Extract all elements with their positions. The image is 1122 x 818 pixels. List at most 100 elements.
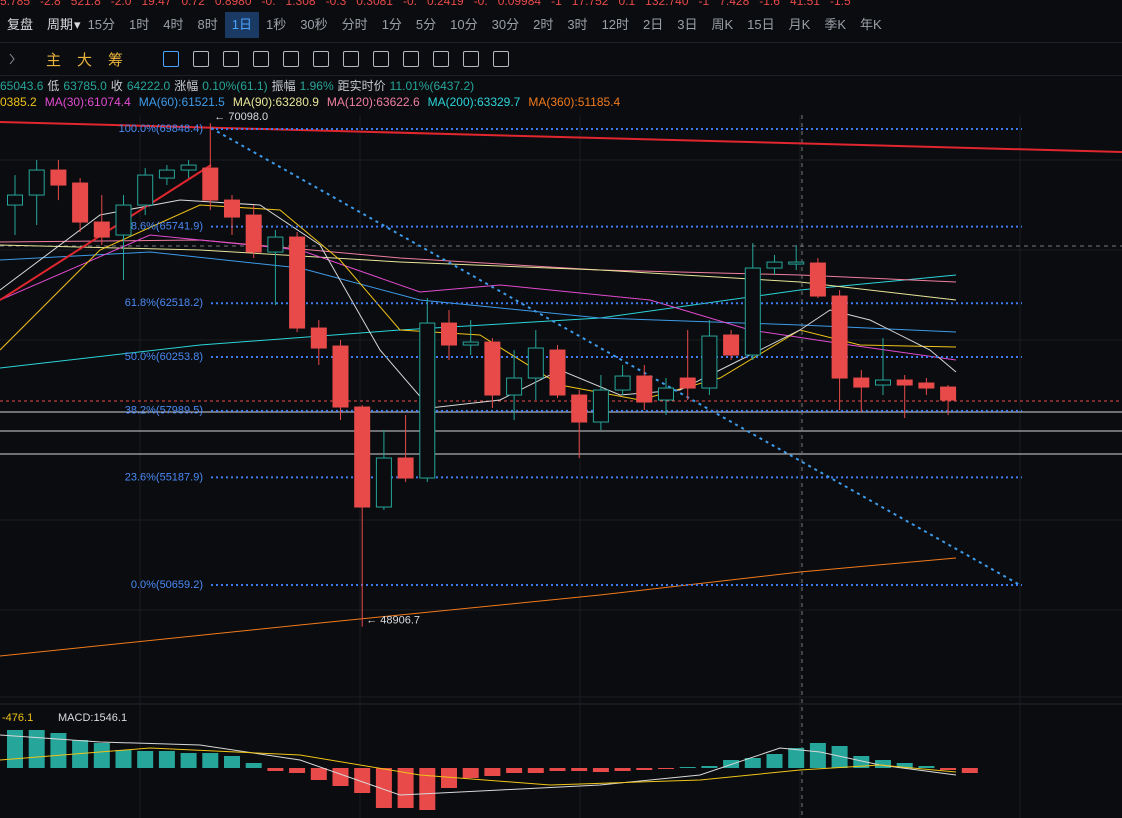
info-item: 0.10%(61.1): [202, 79, 268, 93]
candle-body: [375, 457, 392, 508]
tool-icon[interactable]: [283, 51, 300, 67]
candle-body: [137, 174, 154, 206]
candle-body: [875, 379, 891, 386]
ticker-value: 0.3081: [356, 0, 393, 8]
macd-bar: [549, 768, 566, 771]
info-line: 65043.6 低 63785.0 收 64222.0 涨幅 0.10%(61.1) 振幅 1.…: [0, 77, 478, 94]
period-option[interactable]: 30秒: [300, 17, 328, 32]
candle-body: [7, 194, 23, 206]
ticker-value: 5.785: [0, 0, 31, 8]
period-option[interactable]: 季K: [824, 17, 846, 32]
indicator-button[interactable]: 主: [46, 51, 62, 69]
tool-icon[interactable]: [463, 51, 480, 67]
macd-bar: [875, 760, 891, 768]
ma-label: MA(120):63622.6: [326, 95, 420, 109]
candle-body: [180, 164, 197, 171]
tool-icon[interactable]: [373, 51, 390, 67]
period-option[interactable]: 1秒: [265, 17, 287, 32]
macd-bar: [397, 768, 414, 808]
macd-dif-line: [0, 734, 957, 796]
candle-body: [940, 386, 957, 401]
candle-body: [809, 262, 826, 297]
macd-bar: [614, 768, 631, 771]
period-option[interactable]: 8时: [197, 17, 218, 32]
ticker-value: -2.0: [110, 0, 132, 8]
tool-icon[interactable]: [493, 51, 510, 67]
candle-body: [158, 169, 175, 179]
candle-body: [701, 335, 718, 389]
tool-icon[interactable]: [223, 51, 240, 67]
ticker-value: -1: [551, 0, 562, 8]
macd-bar: [310, 768, 327, 780]
ma360-line: [0, 557, 957, 657]
candle-body: [788, 261, 805, 265]
ticker-value: 17.752: [571, 0, 609, 8]
period-option[interactable]: 3时: [567, 17, 588, 32]
tool-icon[interactable]: [403, 51, 420, 67]
info-item: 1.96%: [299, 79, 334, 93]
tool-icon[interactable]: [343, 51, 360, 67]
period-option[interactable]: 2日: [643, 17, 664, 32]
level-lines: [0, 400, 1122, 455]
period-option[interactable]: 4时: [163, 17, 184, 32]
ticker-value: -0.3: [325, 0, 347, 8]
period-option[interactable]: 1分: [381, 17, 402, 32]
replay-button[interactable]: 复盘: [7, 17, 34, 32]
tool-icon[interactable]: [163, 51, 180, 67]
candle-body: [723, 334, 740, 356]
ticker-value: -1: [698, 0, 710, 8]
period-option[interactable]: 10分: [450, 17, 478, 32]
period-option[interactable]: 1日: [224, 12, 259, 38]
macd-bar: [571, 768, 588, 771]
period-option[interactable]: 30分: [491, 17, 520, 32]
macd-bar: [788, 748, 805, 768]
candle-body: [28, 169, 45, 196]
period-option[interactable]: 12时: [601, 17, 630, 32]
period-option[interactable]: 1时: [129, 17, 150, 32]
ticker-value: -0.: [261, 0, 276, 8]
ticker-value: 0.8980: [214, 0, 252, 8]
indicator-button[interactable]: 大: [77, 51, 93, 69]
ticker-value: -0.: [473, 0, 488, 8]
macd-bar: [658, 768, 674, 769]
candle-body: [614, 375, 631, 391]
candle-body: [267, 236, 284, 253]
macd-bar: [137, 751, 154, 768]
collapse-icon[interactable]: [0, 44, 30, 74]
period-option[interactable]: 月K: [788, 17, 811, 32]
candle-body: [115, 204, 132, 236]
candle-body: [636, 375, 653, 403]
period-menu[interactable]: 周期: [47, 17, 74, 32]
period-option[interactable]: 2时: [533, 17, 554, 32]
candle-body: [462, 341, 479, 346]
macd-bar: [375, 768, 392, 808]
ticker-value: 19.47: [141, 0, 172, 8]
candle-body: [549, 349, 566, 396]
period-option[interactable]: 15日: [747, 17, 775, 32]
macd-label: -476.1: [2, 712, 33, 724]
ma120-line: [0, 239, 957, 283]
macd-bar: [853, 756, 870, 768]
period-option[interactable]: 5分: [415, 17, 437, 32]
ma200-line: [0, 274, 957, 369]
candle-body: [354, 406, 371, 508]
candle-body: [310, 327, 327, 349]
macd-bar: [679, 767, 696, 768]
macd-bar: [831, 746, 848, 768]
tool-icon[interactable]: [253, 51, 270, 67]
tool-icon[interactable]: [193, 51, 210, 67]
period-option[interactable]: 分时: [341, 17, 368, 32]
indicator-button[interactable]: 筹: [108, 51, 124, 69]
tool-icon[interactable]: [433, 51, 450, 67]
candle-body: [766, 261, 783, 269]
macd-bar: [701, 766, 718, 768]
macd-bar: [202, 753, 219, 768]
price-annotation: ← 70098.0: [214, 111, 268, 123]
tool-icon[interactable]: [313, 51, 330, 67]
candle-body: [744, 267, 761, 356]
period-option[interactable]: 15分: [87, 17, 116, 32]
period-option[interactable]: 年K: [859, 17, 882, 32]
period-option[interactable]: 3日: [677, 17, 698, 32]
period-option[interactable]: 周K: [711, 17, 734, 32]
